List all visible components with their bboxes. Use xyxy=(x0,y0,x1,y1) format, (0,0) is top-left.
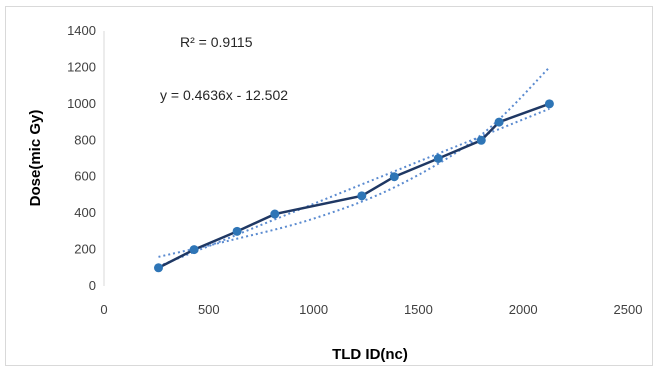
x-tick-label: 500 xyxy=(198,302,220,317)
trendline-linear xyxy=(158,107,550,268)
data-point xyxy=(389,172,399,182)
data-point xyxy=(494,117,504,127)
y-tick-label: 1000 xyxy=(67,96,96,111)
data-point xyxy=(153,263,163,273)
y-tick-labels: 0 200 400 600 800 1000 1200 1400 xyxy=(67,23,96,293)
x-tick-label: 0 xyxy=(100,302,107,317)
y-tick-label: 800 xyxy=(74,132,96,147)
data-point xyxy=(270,209,280,219)
y-tick-label: 600 xyxy=(74,169,96,184)
x-axis-title: TLD ID(nc) xyxy=(332,346,408,363)
y-tick-label: 200 xyxy=(74,242,96,257)
data-point xyxy=(189,245,199,255)
x-tick-label: 2500 xyxy=(614,302,643,317)
x-tick-label: 1500 xyxy=(404,302,433,317)
y-tick-label: 1400 xyxy=(67,23,96,38)
x-tick-label: 2000 xyxy=(509,302,538,317)
series-line xyxy=(157,102,550,269)
data-markers xyxy=(153,99,554,273)
y-tick-label: 1200 xyxy=(67,59,96,74)
x-tick-label: 1000 xyxy=(299,302,328,317)
data-series xyxy=(157,102,550,269)
r-squared-annotation: R² = 0.9115 xyxy=(180,34,253,50)
data-point xyxy=(544,99,554,109)
chart-frame xyxy=(5,6,653,366)
y-axis-title: Dose(mic Gy) xyxy=(27,110,44,207)
trendlines xyxy=(158,66,551,268)
y-tick-label: 400 xyxy=(74,205,96,220)
regression-equation-annotation: y = 0.4636x - 12.502 xyxy=(160,87,288,103)
x-tick-labels: 0 500 1000 1500 2000 2500 xyxy=(100,302,642,317)
data-point xyxy=(433,154,443,163)
trendline-curve xyxy=(158,66,551,258)
data-point xyxy=(357,191,367,201)
data-point xyxy=(476,135,486,145)
data-point xyxy=(232,226,242,236)
y-tick-label: 0 xyxy=(89,278,96,293)
